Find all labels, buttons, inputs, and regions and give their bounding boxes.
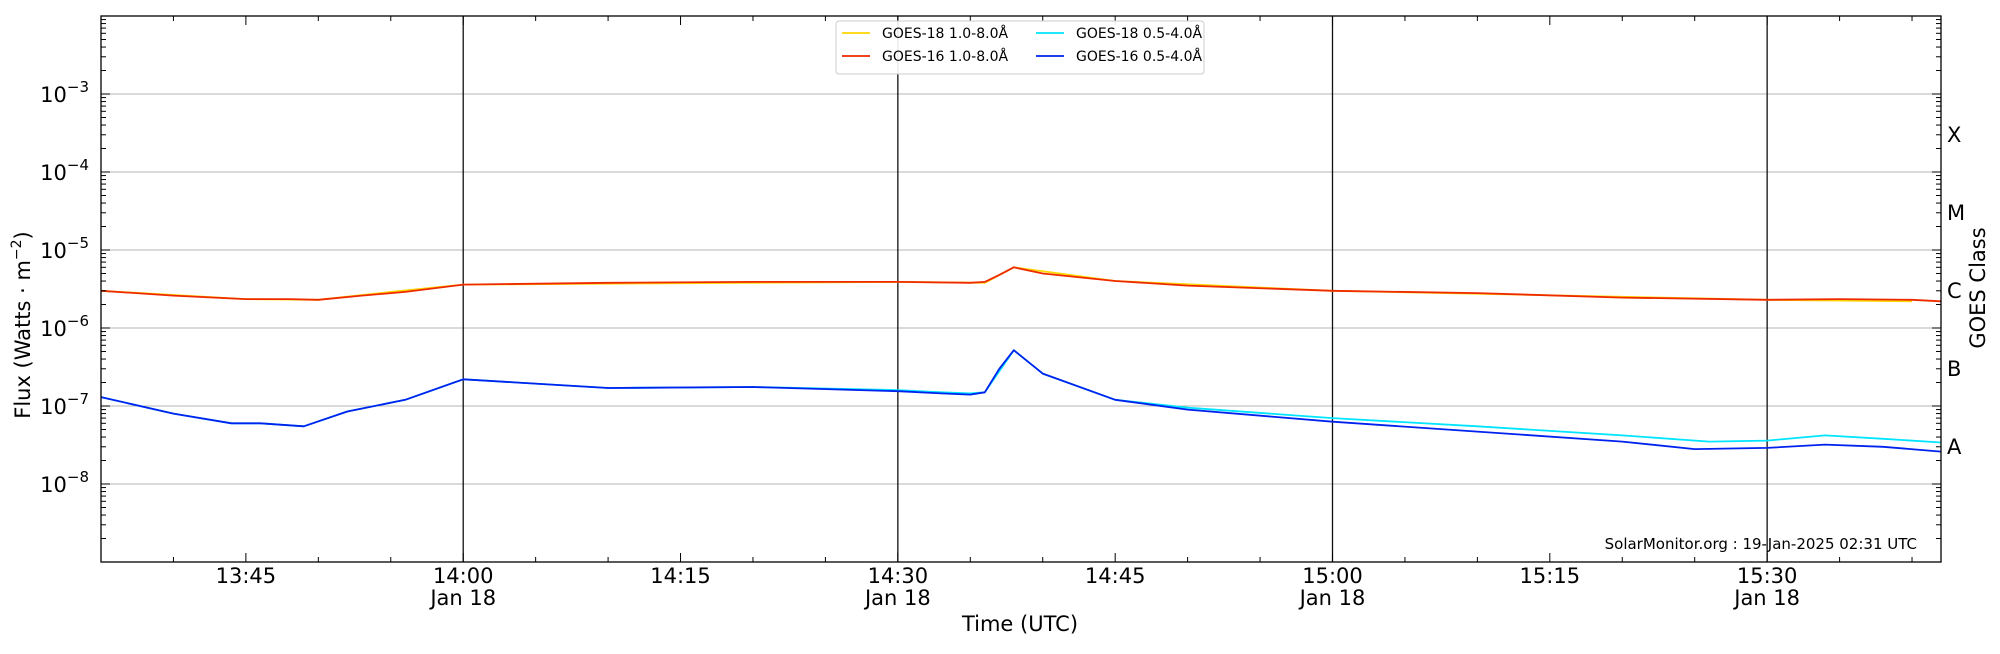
goes-class-b: B — [1947, 357, 1961, 381]
vertical-markers — [462, 16, 1768, 562]
x-axis-label: Time (UTC) — [961, 612, 1078, 636]
series-line — [100, 349, 1942, 453]
goes-class-axis-label: GOES Class — [1966, 227, 1990, 348]
x-tick-date-label: Jan 18 — [1732, 586, 1800, 610]
y-tick-labels: 10−310−410−510−610−710−8 — [40, 78, 89, 497]
x-tick-date-label: Jan 18 — [1298, 586, 1366, 610]
y-tick-base: 10 — [40, 83, 67, 107]
goes-class-labels: X M C B A — [1947, 123, 1965, 459]
y-tick-label: 10−3 — [40, 78, 89, 107]
x-tick-label: 14:30 — [868, 564, 929, 588]
tick-layer — [100, 16, 1941, 563]
legend-label: GOES-16 0.5-4.0Å — [1076, 48, 1202, 65]
y-tick-label: 10−6 — [40, 312, 89, 341]
legend-label: GOES-18 0.5-4.0Å — [1076, 25, 1202, 42]
y-tick-exponent: −8 — [67, 468, 89, 486]
legend: GOES-18 1.0-8.0Å GOES-16 1.0-8.0Å GOES-18 … — [835, 20, 1205, 75]
legend-label: GOES-18 1.0-8.0Å — [882, 25, 1008, 42]
x-tick-label: 13:45 — [216, 564, 277, 588]
y-tick-exponent: −6 — [67, 312, 89, 330]
goes-class-a: A — [1947, 435, 1962, 459]
y-tick-exponent: −7 — [67, 390, 89, 408]
y-tick-base: 10 — [40, 161, 67, 185]
y-axis-label-close: ) — [11, 231, 35, 239]
y-axis-label-exponent: −2 — [9, 239, 25, 260]
x-tick-label: 14:00 — [433, 564, 494, 588]
series-line — [100, 349, 1942, 444]
y-axis-label: Flux (Watts · m−2) — [9, 231, 35, 419]
x-tick-label: 15:30 — [1737, 564, 1798, 588]
x-tick-label: 15:00 — [1302, 564, 1363, 588]
y-tick-label: 10−5 — [40, 234, 89, 263]
legend-box — [835, 20, 1205, 75]
goes-class-m: M — [1947, 201, 1965, 225]
x-tick-label: 14:45 — [1085, 564, 1146, 588]
y-axis-label-main: Flux (Watts · m — [11, 260, 35, 419]
series-line — [100, 266, 1913, 303]
x-tick-date-label: Jan 18 — [863, 586, 931, 610]
x-tick-label: 14:15 — [650, 564, 711, 588]
y-tick-base: 10 — [40, 473, 67, 497]
x-tick-date-label: Jan 18 — [428, 586, 496, 610]
y-tick-label: 10−4 — [40, 156, 89, 185]
y-tick-base: 10 — [40, 395, 67, 419]
y-tick-label: 10−8 — [40, 468, 89, 497]
plot-frame — [100, 15, 1942, 563]
x-tick-label: 15:15 — [1520, 564, 1581, 588]
y-tick-exponent: −3 — [67, 78, 89, 96]
legend-label: GOES-16 1.0-8.0Å — [882, 48, 1008, 65]
goes-class-x: X — [1947, 123, 1961, 147]
y-tick-base: 10 — [40, 239, 67, 263]
series-layer — [100, 266, 1942, 453]
y-tick-exponent: −5 — [67, 234, 89, 252]
grid-layer — [101, 93, 1941, 485]
goes-class-c: C — [1947, 279, 1962, 303]
y-tick-base: 10 — [40, 317, 67, 341]
series-line — [100, 266, 1942, 303]
y-tick-label: 10−7 — [40, 390, 89, 419]
source-footer: SolarMonitor.org : 19-Jan-2025 02:31 UTC — [1605, 535, 1917, 553]
y-tick-exponent: −4 — [67, 156, 89, 174]
